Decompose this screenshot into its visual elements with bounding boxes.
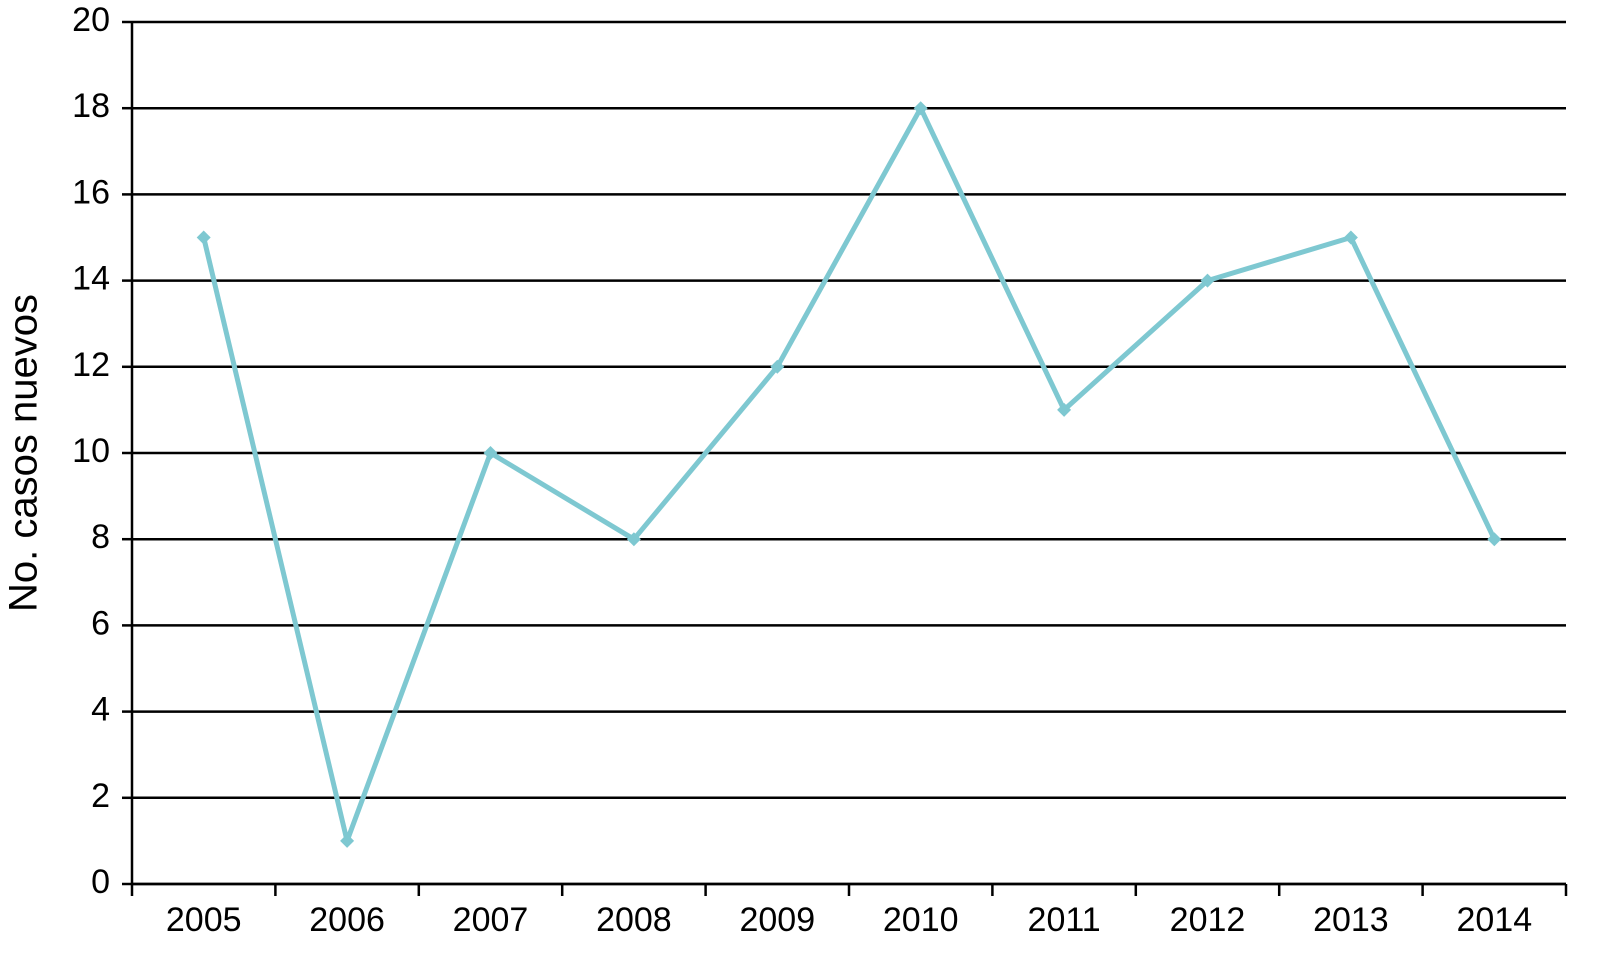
- x-tick-label: 2010: [883, 901, 959, 939]
- data-point: [1200, 273, 1215, 288]
- data-point: [1343, 230, 1358, 245]
- x-tick-label: 2012: [1170, 901, 1246, 939]
- y-tick-label: 2: [91, 777, 110, 815]
- data-line: [201, 105, 1497, 844]
- data-point: [770, 359, 785, 374]
- y-tick-label: 0: [91, 863, 110, 901]
- data-point: [913, 101, 928, 116]
- data-point: [196, 230, 211, 245]
- y-tick-label: 16: [72, 173, 110, 211]
- y-tick-label: 10: [72, 432, 110, 470]
- y-tick-label: 18: [72, 87, 110, 125]
- x-tick-label: 2009: [739, 901, 815, 939]
- x-tick-label: 2013: [1313, 901, 1389, 939]
- data-point: [1487, 532, 1502, 547]
- x-tick-label: 2007: [453, 901, 529, 939]
- y-axis-label: No. casos nuevos: [2, 294, 46, 612]
- x-tick-label: 2014: [1456, 901, 1532, 939]
- y-tick-label: 12: [72, 346, 110, 384]
- y-tick-label: 6: [91, 604, 110, 642]
- y-tick-label: 14: [72, 260, 110, 298]
- y-tick-label: 4: [91, 691, 110, 729]
- x-tick-label: 2006: [309, 901, 385, 939]
- x-tick-label: 2005: [166, 901, 242, 939]
- data-point: [1057, 402, 1072, 417]
- x-tick-label: 2011: [1028, 901, 1101, 939]
- x-tick-label: 2008: [596, 901, 672, 939]
- y-tick-label: 20: [72, 1, 110, 39]
- data-point: [483, 446, 498, 460]
- data-point: [626, 532, 641, 547]
- data-point: [340, 833, 355, 848]
- y-tick-label: 8: [91, 518, 110, 556]
